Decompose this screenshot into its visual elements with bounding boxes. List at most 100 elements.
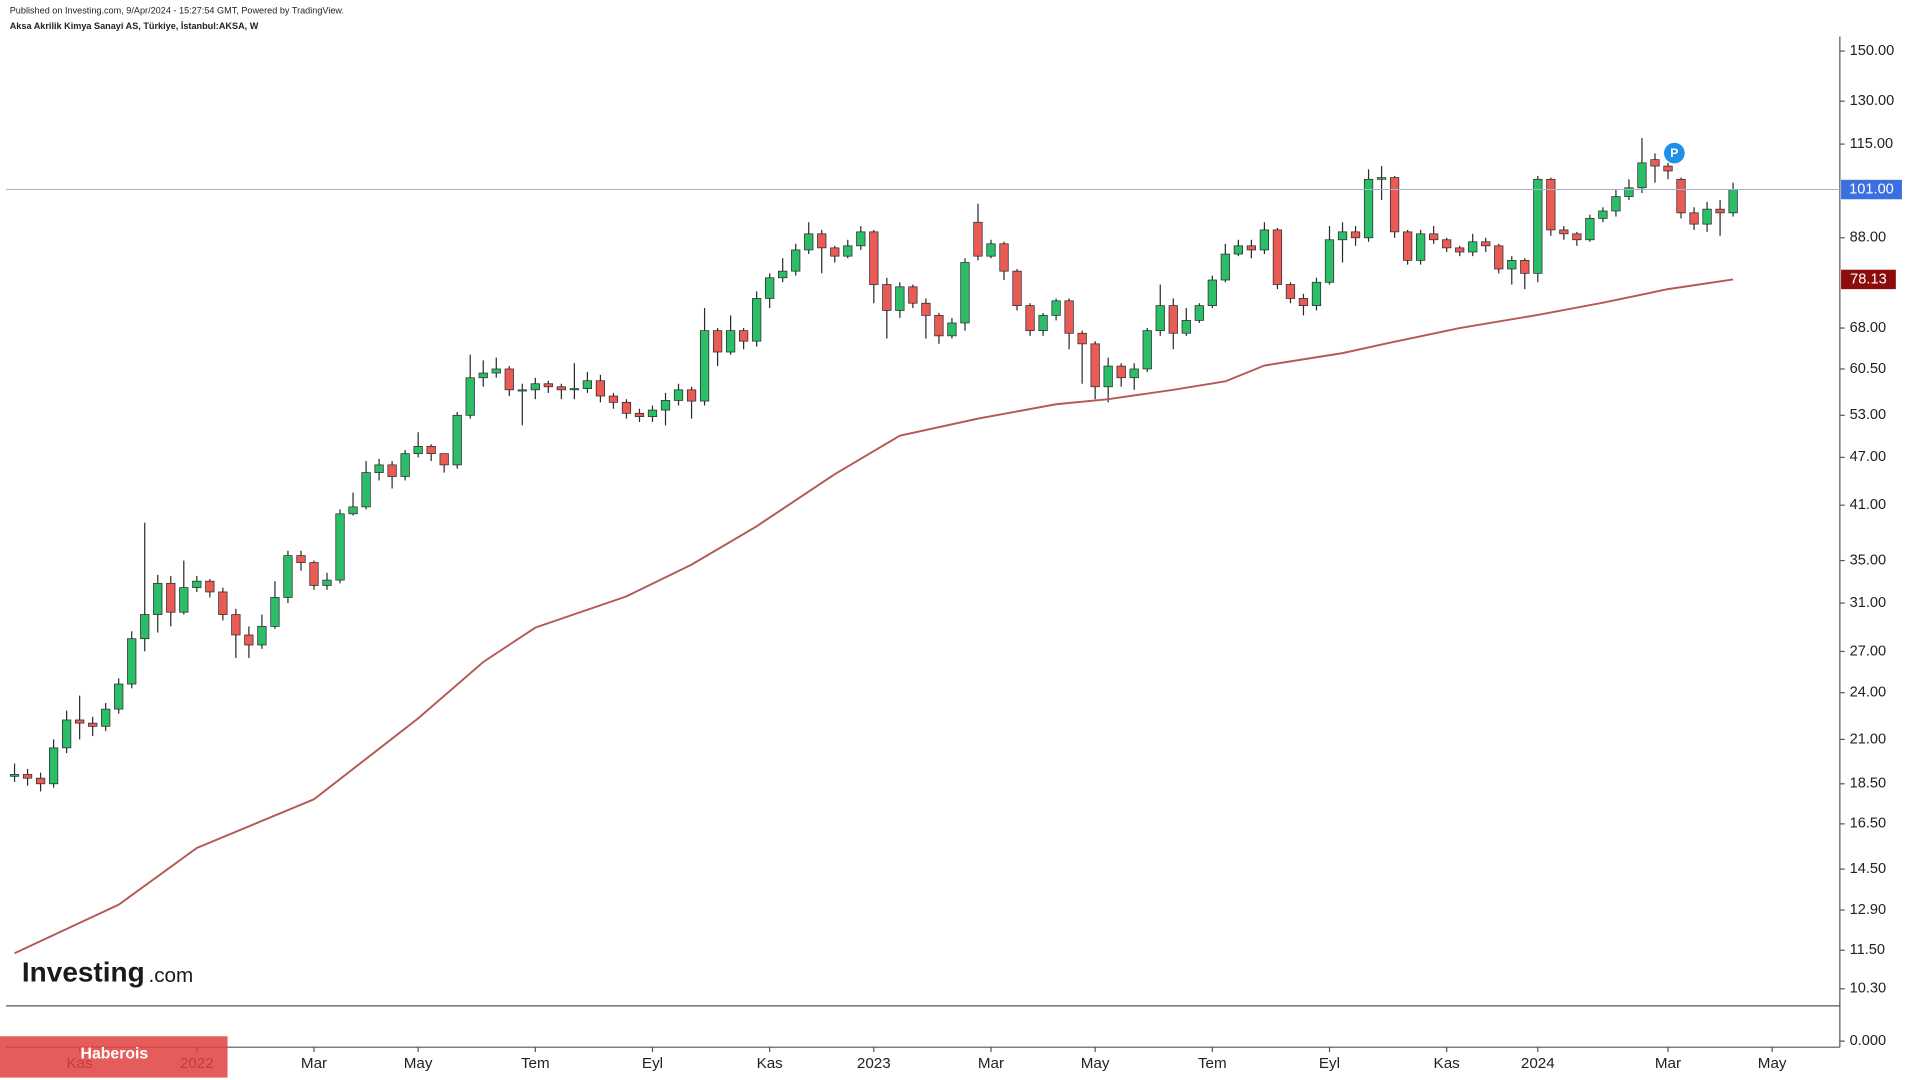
candle-body <box>1090 343 1100 388</box>
candle-body <box>1676 178 1686 214</box>
candle-body <box>752 298 762 342</box>
x-tick-label: Mar <box>301 1055 327 1072</box>
candle-body <box>895 286 905 311</box>
candle-body <box>1376 177 1387 180</box>
y-tick-label: 47.00 <box>1850 449 1887 465</box>
chart-title: Aksa Akrilik Kimya Sanayi AS, Türkiye, İ… <box>10 21 259 31</box>
candle-body <box>921 302 931 316</box>
candle-body <box>843 245 853 257</box>
candle-body <box>830 247 840 257</box>
candle-body <box>1585 218 1595 241</box>
published-note: Published on Investing.com, 9/Apr/2024 -… <box>10 5 344 15</box>
candle-body <box>153 582 163 615</box>
candle-body <box>712 330 723 353</box>
y-tick-label: 14.50 <box>1850 861 1887 877</box>
x-tick-label: Tem <box>1198 1055 1227 1072</box>
candle-body <box>88 722 98 727</box>
candle-body <box>1064 300 1074 334</box>
x-tick-label: Eyl <box>1319 1055 1340 1072</box>
candle-body <box>1455 247 1465 253</box>
x-tick-label: Kas <box>1434 1055 1461 1072</box>
candle-body <box>973 221 983 257</box>
x-tick-label: May <box>1081 1055 1110 1072</box>
candle-body <box>947 322 957 337</box>
candle-body <box>1442 239 1452 249</box>
candle-body <box>869 231 879 285</box>
candle-body <box>1311 281 1322 306</box>
candle-body <box>1429 233 1439 241</box>
candle-body <box>192 580 202 588</box>
candle-body <box>934 315 944 337</box>
candle-body <box>1637 162 1647 189</box>
last-price-tag <box>1841 179 1902 200</box>
candle-body <box>1650 159 1660 167</box>
candle-body <box>725 330 736 353</box>
candle-body <box>647 409 658 417</box>
candle-body <box>1611 196 1621 212</box>
candle-body <box>1663 165 1673 172</box>
candle-body <box>1337 231 1348 241</box>
y-tick-label: 16.50 <box>1850 816 1887 832</box>
candle-body <box>335 513 345 581</box>
candle-body <box>348 506 358 515</box>
candle-body <box>1324 239 1335 283</box>
moving-average <box>14 278 1734 955</box>
candle-body <box>517 389 527 392</box>
candle-body <box>1142 330 1152 370</box>
y-tick-label: 60.50 <box>1850 361 1887 377</box>
y-tick-label: 150.00 <box>1850 43 1895 59</box>
candle-body <box>491 368 501 374</box>
candle-body <box>1116 365 1126 379</box>
candle-body <box>960 262 970 324</box>
y-tick-label: 88.00 <box>1850 230 1887 246</box>
candle-body <box>765 277 775 299</box>
candle-body <box>1051 300 1061 316</box>
y-tick-label: 31.00 <box>1850 595 1887 611</box>
candle-body <box>660 400 671 411</box>
candle-body <box>595 380 606 397</box>
candle-body <box>374 464 384 473</box>
logo-suffix: .com <box>148 964 193 987</box>
y-tick-label: 35.00 <box>1850 552 1887 568</box>
candle-body <box>621 401 632 414</box>
candle-body <box>582 380 593 389</box>
x-tick-label: Mar <box>1655 1055 1681 1072</box>
candle-body <box>426 446 436 455</box>
candle-body <box>504 368 514 391</box>
candle-body <box>439 453 449 466</box>
y-tick-label: 24.00 <box>1850 685 1887 701</box>
candle-body <box>231 614 241 636</box>
marker-label: P <box>1670 146 1678 160</box>
candle-body <box>804 233 814 251</box>
candle-body <box>387 464 397 477</box>
x-tick-label: 2023 <box>857 1055 891 1072</box>
last-price-label: 101.00 <box>1849 181 1894 197</box>
candle-body <box>166 582 176 613</box>
candle-body <box>127 638 137 685</box>
y-tick-label: 115.00 <box>1850 136 1894 152</box>
candle-body <box>530 383 540 391</box>
candle-body <box>1494 245 1504 270</box>
y-tick-label: 18.50 <box>1850 776 1887 792</box>
candle-body <box>1546 178 1556 231</box>
ma-tag-label: 78.13 <box>1850 271 1887 287</box>
candle-body <box>608 395 619 403</box>
candle-body <box>101 708 111 727</box>
y-tick-label: 53.00 <box>1850 407 1887 423</box>
candle-body <box>1702 208 1712 225</box>
candle-body <box>179 587 189 613</box>
candle-body <box>1559 229 1569 235</box>
candle-body <box>1207 279 1217 306</box>
y-tick-label: 12.90 <box>1850 902 1887 918</box>
candle-body <box>1363 178 1374 239</box>
y-tick-label: 41.00 <box>1850 497 1887 513</box>
candle-body <box>1715 208 1725 214</box>
candle-body <box>1520 260 1530 274</box>
candle-body <box>999 243 1009 272</box>
candle-body <box>1728 189 1738 214</box>
watermark: Haberois <box>81 1046 149 1063</box>
candle-body <box>1468 241 1478 253</box>
y-tick-label: 10.30 <box>1850 981 1887 997</box>
candle-body <box>673 389 684 401</box>
candle-body <box>1402 231 1413 261</box>
